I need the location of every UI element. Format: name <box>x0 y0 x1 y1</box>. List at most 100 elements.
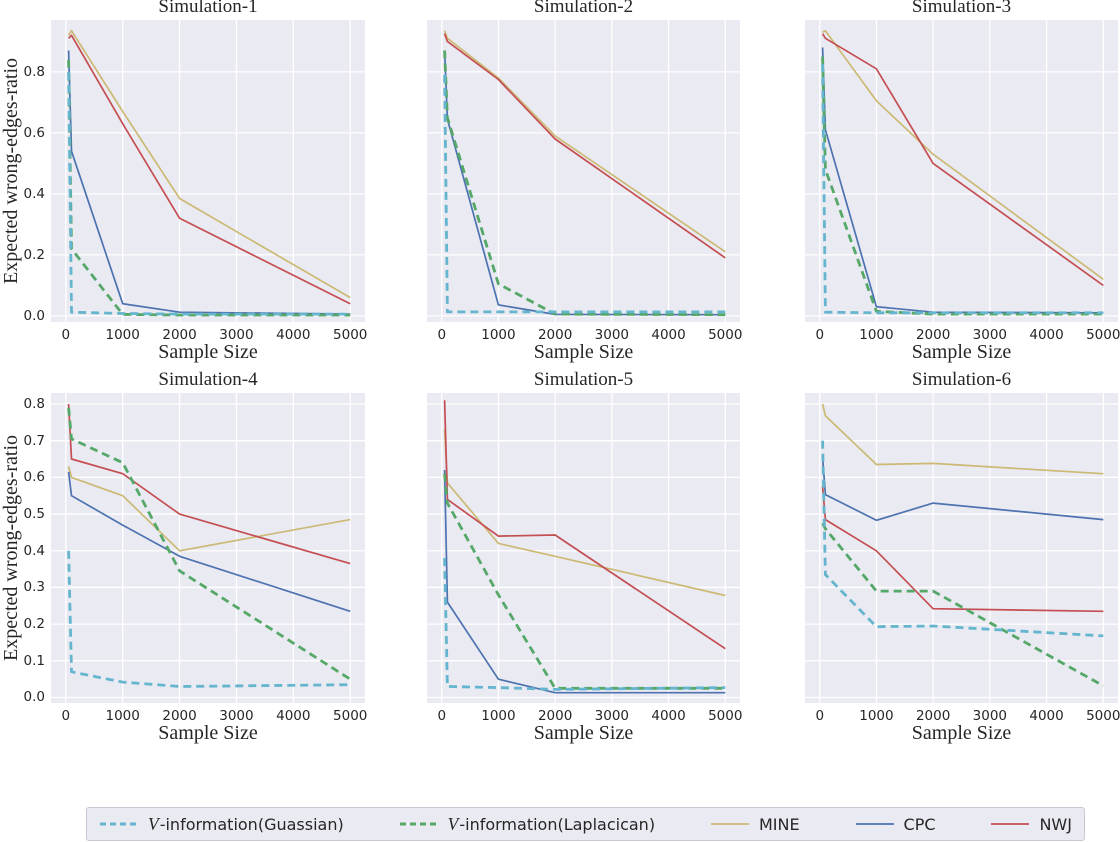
series-line-nwj <box>821 33 1104 287</box>
y-tick-label: 0.2 <box>23 616 45 633</box>
x-axis-label: Sample Size <box>911 722 1012 744</box>
subplot-simulation-1: Simulation-1 Expected wrong-edges-ratio … <box>0 0 367 363</box>
series-line-gaussian <box>443 74 726 314</box>
x-tick-label: 2000 <box>915 708 951 724</box>
y-tick-label: 0.3 <box>23 579 45 596</box>
x-axis-label: Sample Size <box>158 341 258 363</box>
x-tick-label: 1000 <box>481 327 516 343</box>
legend-label-cal-v: V <box>148 814 159 834</box>
series-line-mine <box>822 29 1104 280</box>
legend-label: NWJ <box>1039 814 1072 834</box>
subplot-title: Simulation-3 <box>911 0 1012 17</box>
series-line-cpc <box>443 469 726 694</box>
x-tick-label: 5000 <box>1086 708 1120 724</box>
y-tick-label: 0.8 <box>23 63 45 80</box>
legend-label: -information(Guassian) <box>159 814 344 834</box>
chart-canvas <box>427 393 740 703</box>
series-line-cpc <box>443 50 726 316</box>
chart-canvas <box>805 20 1118 322</box>
x-tick-label: 3000 <box>972 708 1008 724</box>
legend-entry-mine: MINE <box>710 815 800 834</box>
y-tick-label: 0.4 <box>23 185 45 202</box>
series-line-nwj <box>67 34 351 305</box>
subplot-title: Simulation-5 <box>533 369 634 390</box>
x-tick-label: 4000 <box>276 327 311 343</box>
x-tick-label: 5000 <box>708 327 743 343</box>
x-tick-label: 4000 <box>651 327 686 343</box>
subplot-title: Simulation-4 <box>158 369 258 390</box>
x-tick-label: 1000 <box>105 708 140 724</box>
chart-canvas <box>805 393 1118 703</box>
series-line-gaussian <box>67 550 351 688</box>
x-tick-label: 4000 <box>276 708 311 724</box>
subplot-simulation-6: Simulation-6 Sample Size 0 1000 2000 3000 40… <box>805 369 1120 744</box>
legend-label: MINE <box>758 814 800 834</box>
x-tick-label: 5000 <box>333 708 368 724</box>
x-tick-label: 5000 <box>1086 327 1120 343</box>
subplot-title: Simulation-6 <box>911 369 1012 390</box>
x-axis-label: Sample Size <box>158 722 258 744</box>
chart-canvas <box>51 20 365 322</box>
series-line-gaussian <box>821 64 1104 315</box>
y-tick-label: 0.0 <box>23 307 45 324</box>
subplot-simulation-5: Simulation-5 Sample Size 0 1000 2000 3000 40… <box>427 369 742 744</box>
series-line-laplacian <box>821 56 1104 316</box>
legend-line-sample-laplacian <box>399 822 438 826</box>
x-axis-label: Sample Size <box>911 341 1012 363</box>
series-line-cpc <box>821 47 1104 314</box>
series-line-laplacian <box>443 473 726 690</box>
y-tick-label: 0.5 <box>23 506 45 523</box>
y-tick-label: 0.6 <box>23 469 45 486</box>
x-tick-label: 0 <box>437 708 447 724</box>
x-tick-label: 4000 <box>651 708 686 724</box>
x-tick-label: 1000 <box>105 327 140 343</box>
legend-label: -information(Laplacican) <box>459 814 656 834</box>
x-axis-label: Sample Size <box>533 341 634 363</box>
chart-canvas <box>427 20 740 322</box>
series-line-nwj <box>443 33 726 259</box>
y-tick-label: 0.0 <box>23 689 45 706</box>
x-tick-label: 3000 <box>219 327 254 343</box>
x-tick-label: 3000 <box>594 708 630 724</box>
x-tick-label: 2000 <box>915 327 951 343</box>
legend-entry-cpc: CPC <box>855 815 936 834</box>
y-tick-label: 0.6 <box>23 124 45 141</box>
series-line-laplacian <box>443 50 726 317</box>
x-tick-label: 1000 <box>481 708 516 724</box>
x-tick-label: 2000 <box>537 327 573 343</box>
series-line-mine <box>67 466 351 552</box>
x-tick-label: 0 <box>61 708 71 724</box>
legend-line-sample-mine <box>710 823 749 825</box>
x-tick-label: 4000 <box>1029 327 1064 343</box>
subplot-simulation-3: Simulation-3 Sample Size 0 1000 2000 3000 40… <box>805 0 1120 363</box>
x-tick-label: 4000 <box>1029 708 1064 724</box>
chart-canvas <box>51 393 365 703</box>
series-line-cpc <box>67 50 351 315</box>
legend-label-cal-v: V <box>447 814 459 834</box>
series-line-laplacian <box>821 522 1104 688</box>
x-tick-label: 5000 <box>333 327 368 343</box>
y-tick-label: 0.8 <box>23 396 45 412</box>
series-line-mine <box>67 29 351 299</box>
x-tick-label: 1000 <box>859 708 894 724</box>
x-tick-label: 0 <box>61 327 71 343</box>
x-axis-label: Sample Size <box>533 722 634 744</box>
series-line-mine <box>821 403 1104 475</box>
x-tick-label: 5000 <box>708 708 743 724</box>
legend-entry-laplacian: V -information(Laplacican) <box>399 815 655 834</box>
series-line-cpc <box>821 457 1104 522</box>
y-tick-label: 0.2 <box>23 246 45 263</box>
y-tick-label: 0.4 <box>23 542 45 559</box>
legend-entry-nwj: NWJ <box>990 815 1072 834</box>
legend-line-sample-gaussian <box>100 822 138 826</box>
series-line-gaussian <box>67 71 351 316</box>
series-line-cpc <box>67 471 351 613</box>
y-tick-label: 0.1 <box>23 652 45 669</box>
legend: V -information(Guassian) V -information(Lap… <box>86 807 1085 841</box>
series-line-nwj <box>443 400 726 650</box>
series-line-mine <box>443 429 726 597</box>
x-tick-label: 2000 <box>162 708 197 724</box>
y-tick-label: 0.7 <box>23 432 45 449</box>
x-tick-label: 3000 <box>219 708 254 724</box>
